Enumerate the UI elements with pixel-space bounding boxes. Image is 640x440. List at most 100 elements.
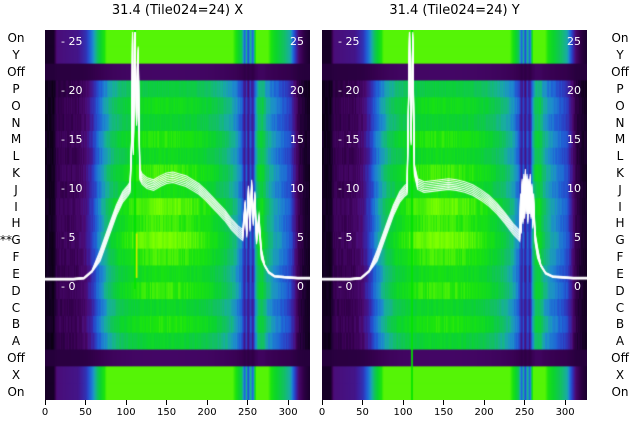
panel-title-y: 31.4 (Tile024=24) Y <box>389 3 520 18</box>
x-tick-mark-50 <box>85 400 87 405</box>
x-tick-mark-200 <box>206 400 208 405</box>
x-tick-mark-50 <box>362 400 364 405</box>
y-tick-label-right-10: 10 <box>567 182 581 195</box>
row-label-n-5: N <box>615 115 625 130</box>
row-label-off-2: Off <box>611 65 629 80</box>
x-tick-mark-250 <box>247 400 249 405</box>
row-label-l-7: L <box>616 149 624 164</box>
row-label-y-1: Y <box>12 48 20 63</box>
row-label-d-15: D <box>615 283 625 298</box>
y-tick-label-right-5: 5 <box>297 231 304 244</box>
row-label-h-11: H <box>615 216 625 231</box>
x-tick-mark-300 <box>287 400 289 405</box>
y-tick-label-left-15: - 15 <box>61 133 83 146</box>
y-tick-label-left-5: - 5 <box>338 231 353 244</box>
x-tick-label-100: 100 <box>116 407 136 418</box>
x-tick-label-150: 150 <box>434 407 454 418</box>
row-label-g-12: G <box>615 233 625 248</box>
row-label-p-3: P <box>616 81 624 96</box>
row-label-e-14: E <box>616 266 624 281</box>
y-tick-label-left-20: - 20 <box>338 84 360 97</box>
x-tick-mark-300 <box>564 400 566 405</box>
x-tick-label-250: 250 <box>515 407 535 418</box>
row-label-e-14: E <box>12 266 20 281</box>
row-label-o-4: O <box>615 98 625 113</box>
row-labels-right: On Y Off P O N M L K J I H G F E D C B A Off X On <box>605 30 635 400</box>
x-tick-mark-100 <box>402 400 404 405</box>
y-tick-label-right-25: 25 <box>290 35 304 48</box>
y-tick-label-left-25: - 25 <box>338 35 360 48</box>
row-label-n-5: N <box>11 115 21 130</box>
row-label-on-0: On <box>7 31 25 46</box>
y-tick-label-right-15: 15 <box>290 133 304 146</box>
y-tick-label-left-0: - 0 <box>338 280 353 293</box>
y-tick-label-left-0: - 0 <box>61 280 76 293</box>
row-label-m-6: M <box>10 132 22 147</box>
heatmap-panel-y <box>322 30 587 400</box>
row-label-c-16: C <box>615 300 625 315</box>
y-tick-label-right-25: 25 <box>567 35 581 48</box>
row-label-a-18: A <box>615 334 625 349</box>
row-label-off-2: Off <box>7 65 25 80</box>
row-label-k-8: K <box>12 165 20 180</box>
x-tick-label-0: 0 <box>41 407 49 418</box>
row-label-m-6: M <box>614 132 626 147</box>
row-label-d-15: D <box>11 283 21 298</box>
row-label-b-17: B <box>615 317 625 332</box>
row-label-off-19: Off <box>7 350 25 365</box>
row-label-g-12: G <box>11 233 21 248</box>
y-tick-label-left-20: - 20 <box>61 84 83 97</box>
row-label-j-9: J <box>618 182 622 197</box>
row-label-c-16: C <box>11 300 21 315</box>
x-tick-label-300: 300 <box>278 407 298 418</box>
x-tick-label-100: 100 <box>393 407 413 418</box>
y-tick-label-right-0: 0 <box>574 280 581 293</box>
row-label-x-20: X <box>615 367 625 382</box>
y-tick-label-left-15: - 15 <box>338 133 360 146</box>
x-tick-mark-200 <box>483 400 485 405</box>
row-label-j-9: J <box>14 182 18 197</box>
row-label-l-7: L <box>12 149 20 164</box>
row-label-p-3: P <box>12 81 20 96</box>
x-tick-mark-150 <box>166 400 168 405</box>
y-tick-label-right-20: 20 <box>290 84 304 97</box>
x-tick-mark-250 <box>524 400 526 405</box>
row-label-y-1: Y <box>616 48 624 63</box>
panel-title-x: 31.4 (Tile024=24) X <box>111 3 244 18</box>
row-label-b-17: B <box>11 317 21 332</box>
row-label-f-13: F <box>616 250 624 265</box>
y-tick-label-right-0: 0 <box>297 280 304 293</box>
row-label-f-13: F <box>12 250 20 265</box>
heatmap-panel-x <box>45 30 310 400</box>
y-tick-label-left-10: - 10 <box>338 182 360 195</box>
row-label-o-4: O <box>11 98 21 113</box>
row-label-a-18: A <box>11 334 21 349</box>
y-tick-label-right-10: 10 <box>290 182 304 195</box>
y-tick-label-left-10: - 10 <box>61 182 83 195</box>
x-tick-label-150: 150 <box>157 407 177 418</box>
x-tick-mark-100 <box>125 400 127 405</box>
row-label-i-10: I <box>14 199 18 214</box>
x-tick-label-250: 250 <box>238 407 258 418</box>
row-label-i-10: I <box>618 199 622 214</box>
x-tick-label-300: 300 <box>555 407 575 418</box>
x-tick-label-50: 50 <box>356 407 369 418</box>
y-tick-label-left-25: - 25 <box>61 35 83 48</box>
x-tick-mark-0 <box>321 400 323 405</box>
row-label-h-11: H <box>11 216 21 231</box>
row-label-x-20: X <box>11 367 21 382</box>
x-tick-mark-150 <box>443 400 445 405</box>
x-tick-label-200: 200 <box>197 407 217 418</box>
y-tick-label-right-5: 5 <box>574 231 581 244</box>
y-tick-label-left-5: - 5 <box>61 231 76 244</box>
row-labels-left: On Y Off P O N M L K J I H G F E D C B A Off X On <box>1 30 31 400</box>
row-label-k-8: K <box>616 165 624 180</box>
row-label-on-0: On <box>611 31 629 46</box>
row-label-off-19: Off <box>611 350 629 365</box>
row-label-on-21: On <box>7 384 25 399</box>
x-tick-label-50: 50 <box>79 407 92 418</box>
star-marker: ** <box>0 233 12 248</box>
row-label-on-21: On <box>611 384 629 399</box>
y-tick-label-right-20: 20 <box>567 84 581 97</box>
